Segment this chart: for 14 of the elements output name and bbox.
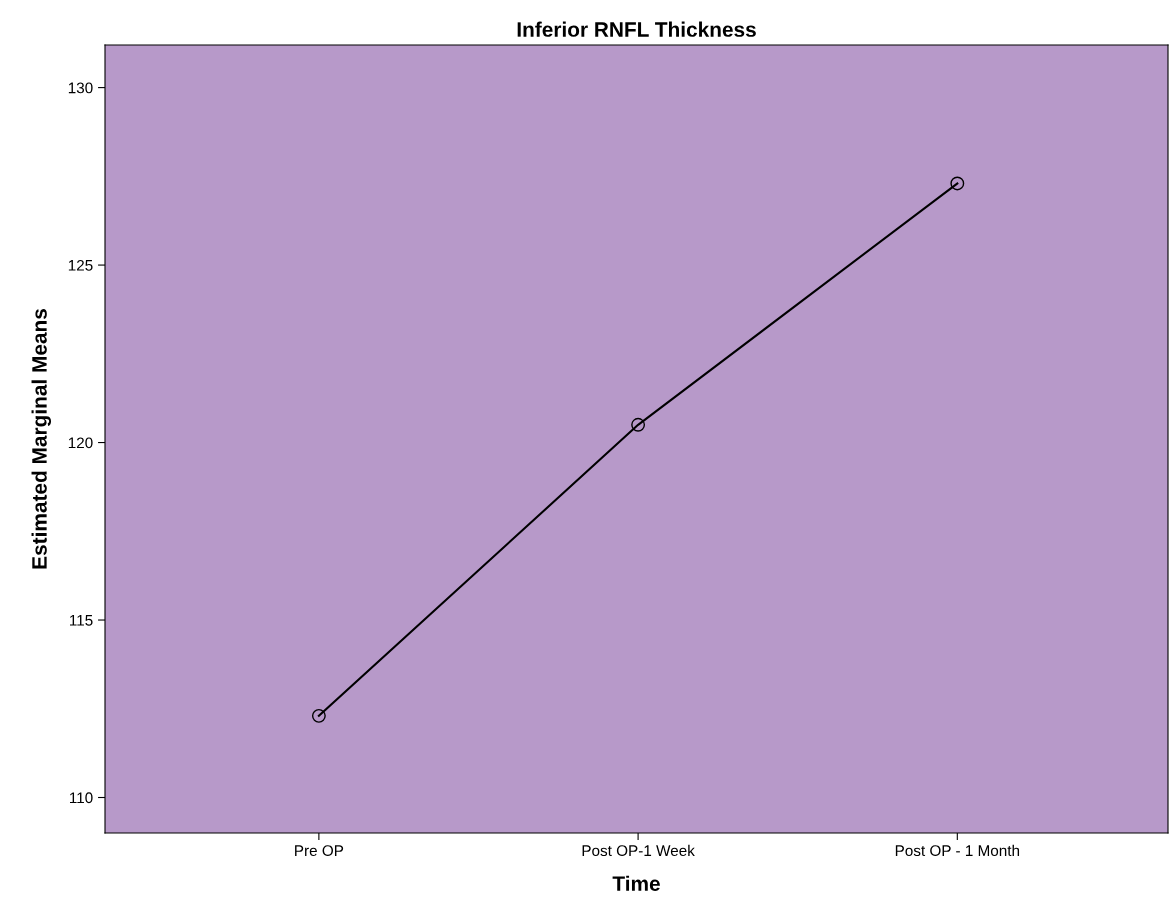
y-tick-label: 115 [70,615,93,626]
point [311,708,326,723]
x-tick-label: Post OP - 1 Month [895,844,1020,857]
y-tick-label: 125 [68,259,93,271]
y-tick-label: 110 [70,792,93,804]
chart-title: Inferior RNFL Thickness [517,21,756,37]
x-axis-title: Time [612,875,660,892]
point [950,176,965,191]
y-tick-label: 120 [68,437,93,449]
point [631,417,646,432]
y-tick-label: 130 [68,82,93,94]
y-axis-title: Estimated Marginal Means [31,309,52,569]
x-tick-label: Post OP-1 Week [582,844,695,857]
x-tick-label: Pre OP [295,845,344,857]
